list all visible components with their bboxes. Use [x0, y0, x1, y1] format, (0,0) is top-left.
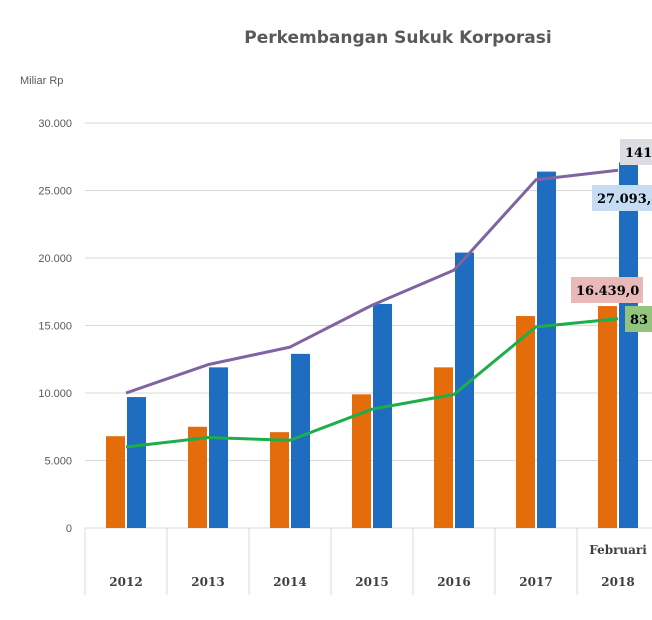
x-tick-sublabel: Februari: [589, 543, 647, 557]
x-tick-label: 2012: [109, 575, 142, 589]
data-label: 27.093,4: [597, 192, 652, 207]
y-tick-label: 25.000: [38, 186, 72, 198]
bar: [188, 426, 207, 528]
series-line: [125, 168, 619, 395]
x-tick-label: 2013: [191, 575, 224, 589]
x-tick-label: 2015: [355, 575, 388, 589]
x-tick-label: 2017: [519, 575, 552, 589]
x-tick-label: 2018: [601, 575, 634, 589]
bar: [209, 367, 228, 528]
x-axis: 2012 2013 2014 2015 2016 2017 2018 Februari: [84, 528, 647, 595]
bar: [291, 353, 310, 528]
bar: [106, 436, 125, 528]
data-label: 83: [630, 313, 648, 328]
bar-series: [106, 162, 638, 528]
data-label-box: [571, 277, 643, 303]
line-series: [125, 168, 619, 449]
bar: [352, 394, 371, 528]
y-tick-label: 10.000: [38, 388, 72, 400]
bar: [598, 306, 617, 528]
x-tick-label: 2014: [273, 575, 306, 589]
data-label-box: [625, 306, 652, 332]
bar: [516, 316, 535, 528]
y-tick-label: 5.000: [44, 456, 72, 468]
data-label-box: [592, 185, 652, 211]
data-label: 16.439,0: [576, 284, 639, 299]
bar: [373, 303, 392, 528]
data-labels: 141 27.093,4 16.439,0 83: [571, 139, 652, 332]
bar: [537, 171, 556, 528]
bar: [619, 162, 638, 528]
y-tick-label: 0: [66, 523, 72, 535]
chart-title: Perkembangan Sukuk Korporasi: [244, 28, 551, 48]
y-tick-label: 30.000: [38, 118, 72, 130]
data-label-box: [620, 139, 652, 165]
bar: [270, 432, 289, 528]
y-tick-label: 15.000: [38, 321, 72, 333]
bar: [455, 252, 474, 528]
series-line: [125, 317, 619, 449]
data-label: 141: [625, 146, 652, 161]
bar: [434, 367, 453, 528]
bar: [127, 397, 146, 528]
y-tick-label: 20.000: [38, 253, 72, 265]
y-axis-unit-label: Miliar Rp: [20, 75, 63, 87]
x-tick-label: 2016: [437, 575, 470, 589]
